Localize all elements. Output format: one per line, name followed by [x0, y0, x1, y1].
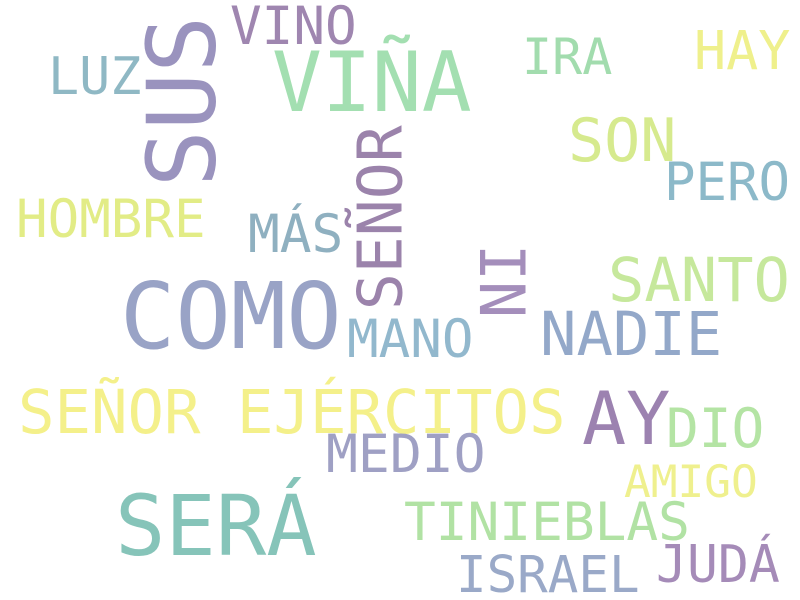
word-nadie: NADIE	[540, 300, 723, 370]
word-senor-vertical: SEÑOR	[345, 125, 417, 311]
word-santo: SANTO	[608, 245, 790, 316]
word-pero: PERO	[664, 152, 791, 213]
word-amigo: AMIGO	[624, 457, 758, 508]
word-sera: SERÁ	[115, 477, 317, 575]
word-vino: VINO	[230, 0, 357, 57]
word-israel: ISRAEL	[456, 545, 640, 600]
word-como: COMO	[120, 262, 342, 370]
word-vina: VIÑA	[272, 33, 472, 131]
word-ni: NI	[468, 243, 541, 318]
word-senor-ejercitos: SEÑOR EJÉRCITOS	[18, 377, 566, 448]
word-medio: MEDIO	[326, 423, 486, 485]
word-mano: MANO	[347, 308, 474, 370]
word-sus: SUS	[126, 15, 237, 187]
word-tinieblas: TINIEBLAS	[404, 491, 690, 553]
word-hombre: HOMBRE	[16, 188, 206, 250]
word-dio: DIO	[666, 396, 765, 460]
word-ira: IRA	[522, 28, 613, 86]
word-ay: AY	[582, 376, 671, 462]
word-luz: LUZ	[48, 47, 142, 107]
word-juda: JUDÁ	[656, 534, 780, 595]
word-hay: HAY	[694, 18, 791, 82]
word-mas: MÁS	[248, 203, 344, 265]
word-son: SON	[568, 106, 677, 176]
